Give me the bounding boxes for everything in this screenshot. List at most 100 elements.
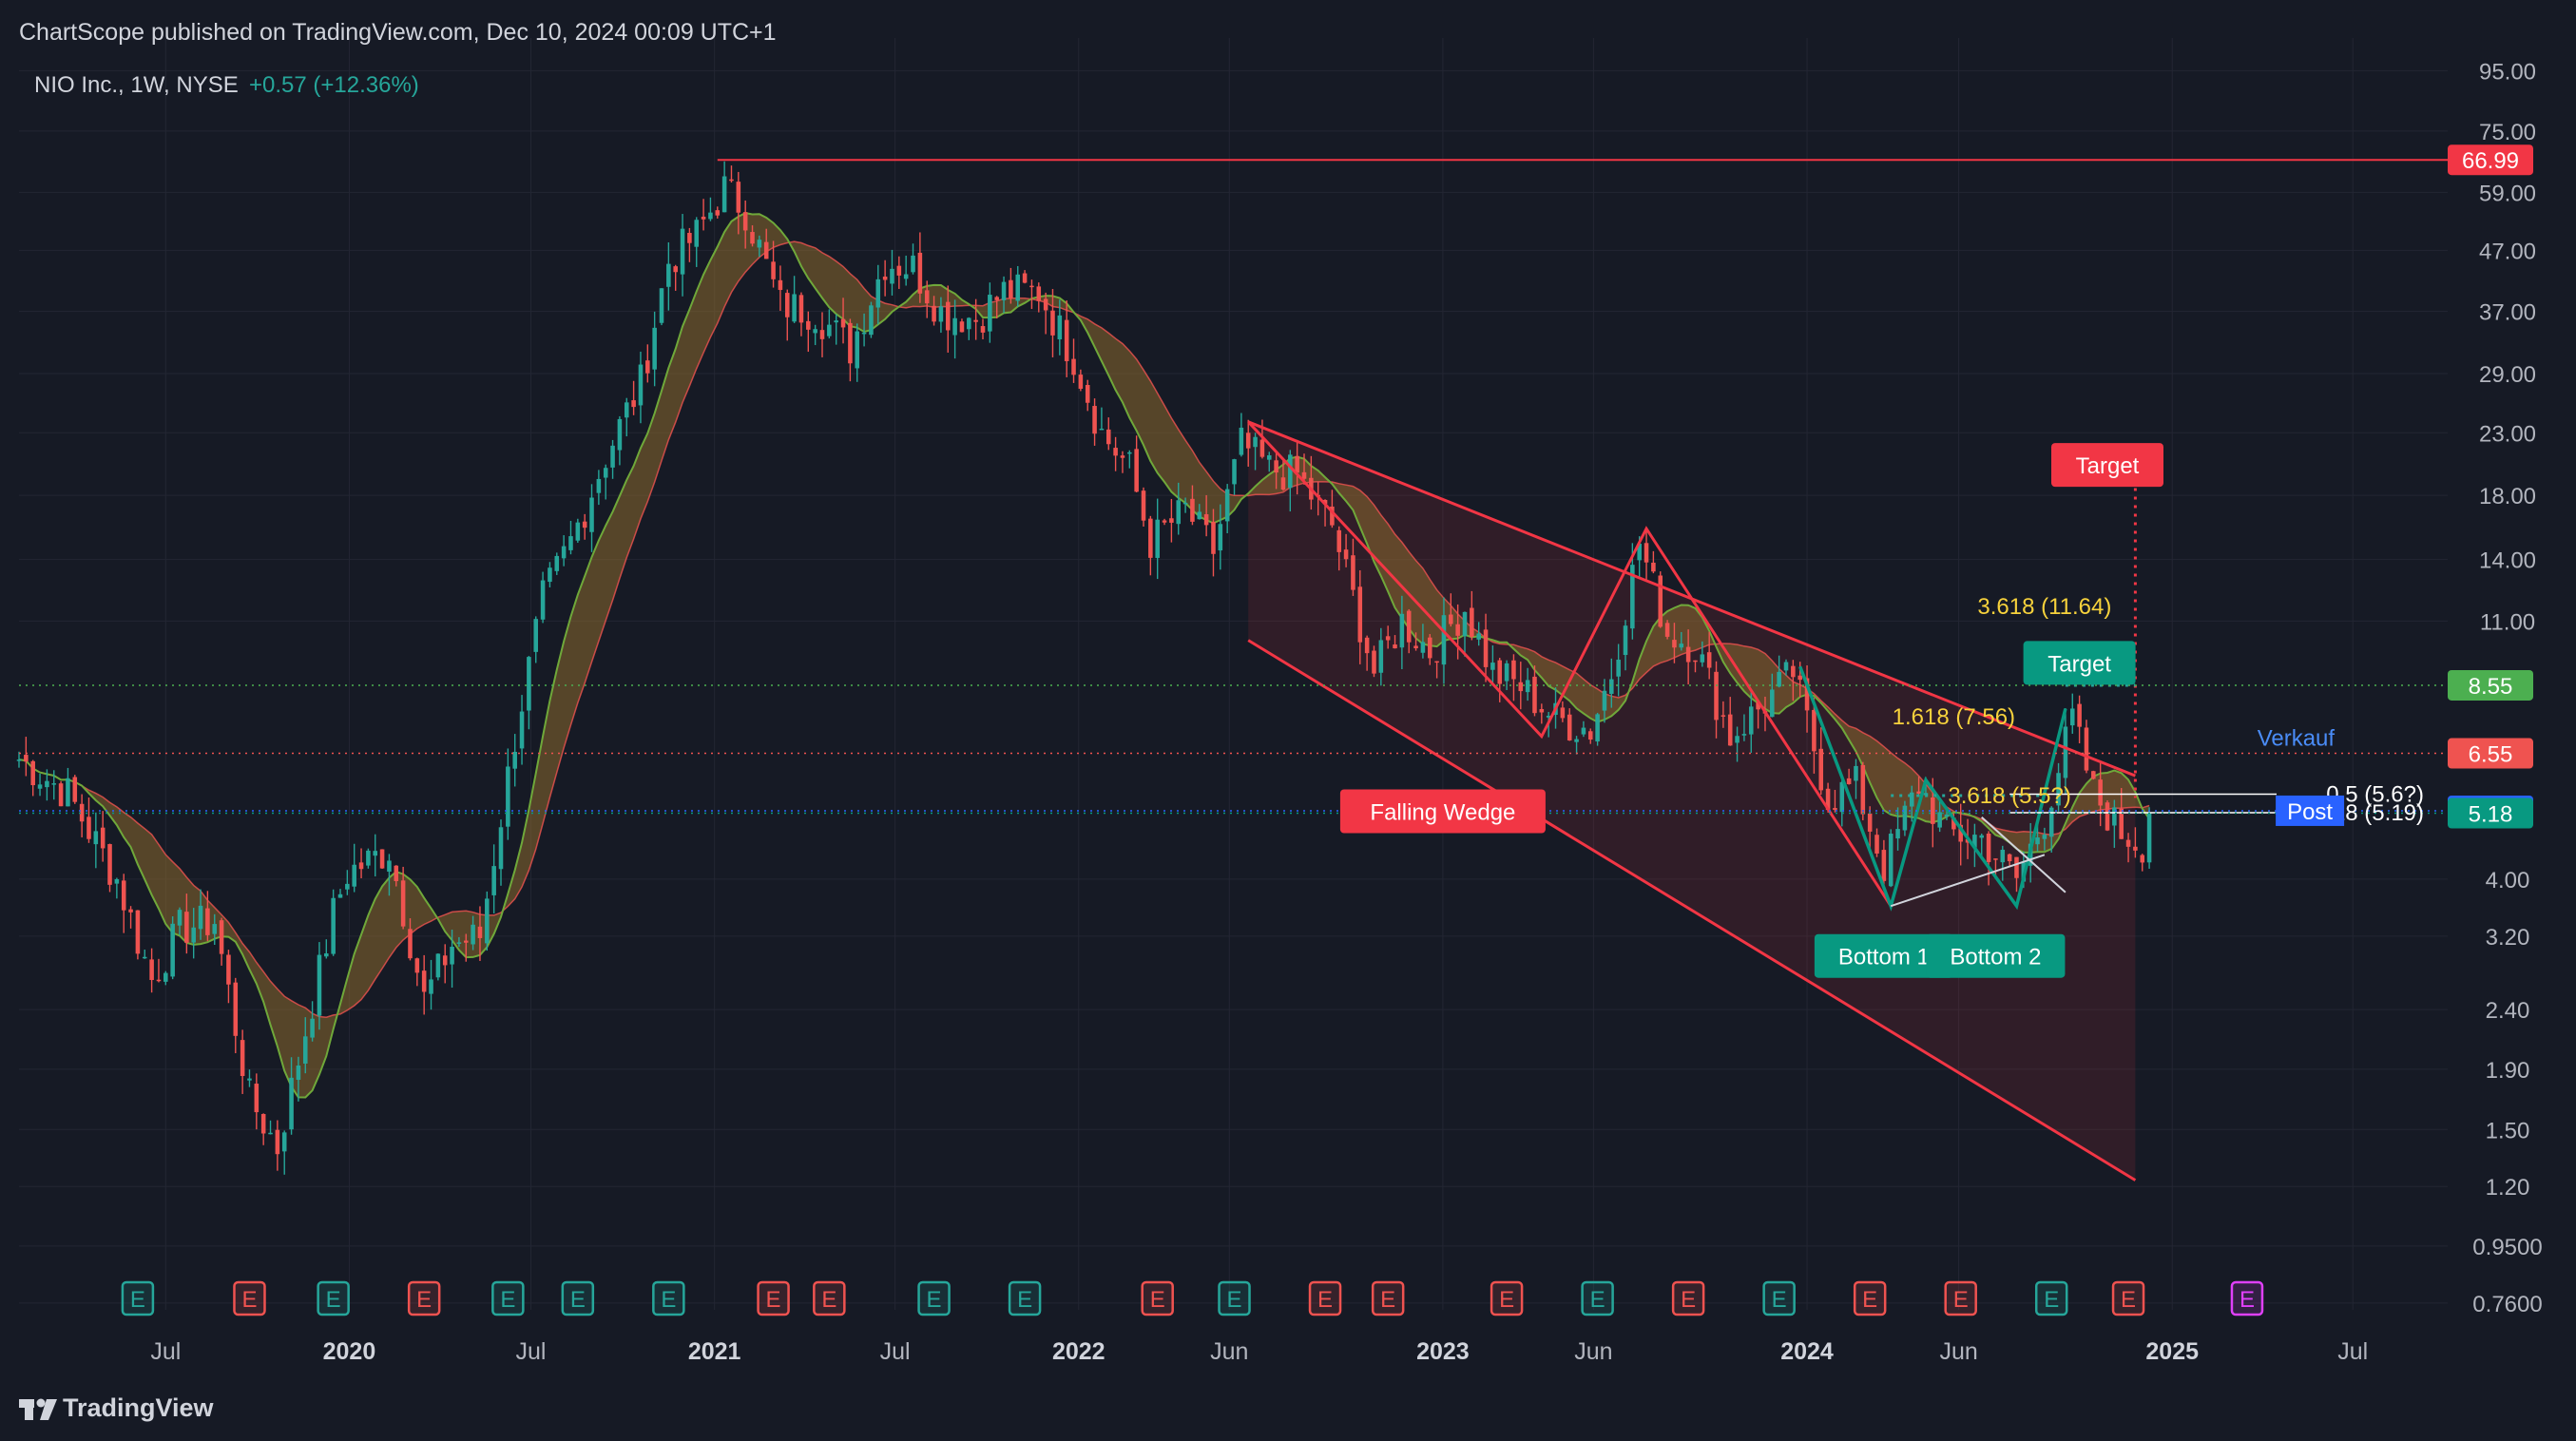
candle-body[interactable] (1574, 739, 1579, 742)
candle-body[interactable] (582, 521, 587, 528)
candle-body[interactable] (1203, 514, 1209, 526)
candle-body[interactable] (128, 909, 133, 913)
candle-body[interactable] (435, 953, 441, 978)
candle-body[interactable] (848, 322, 853, 364)
candle-body[interactable] (1449, 614, 1453, 624)
candle-body[interactable] (1280, 477, 1286, 490)
fib-annotation[interactable]: 3.618 (11.64) (1977, 594, 2111, 620)
candle-body[interactable] (30, 760, 35, 786)
symbol-title[interactable]: NIO Inc., 1W, NYSE (34, 72, 239, 98)
y-tick-label[interactable]: 37.00 (2479, 300, 2536, 326)
candle-body[interactable] (93, 831, 99, 845)
earnings-icon[interactable]: E (1671, 1280, 1705, 1316)
candle-body[interactable] (2048, 807, 2054, 837)
candle-body[interactable] (540, 580, 546, 620)
candle-body[interactable] (16, 759, 22, 761)
neckline-2[interactable] (1981, 816, 2067, 893)
candle-body[interactable] (463, 940, 469, 943)
candle-body[interactable] (2042, 835, 2047, 839)
price-tag[interactable] (2448, 797, 2533, 829)
candle-body[interactable] (1218, 524, 1223, 551)
candle-body[interactable] (519, 711, 525, 749)
y-tick-label[interactable]: 18.00 (2479, 484, 2536, 509)
candle-body[interactable] (1714, 671, 1719, 720)
candle-body[interactable] (1057, 315, 1063, 340)
candle-body[interactable] (37, 784, 43, 789)
candle-body[interactable] (1288, 454, 1293, 489)
earnings-icon[interactable]: E (317, 1280, 350, 1316)
candle-body[interactable] (1155, 519, 1160, 558)
candle-body[interactable] (142, 956, 147, 959)
candle-body[interactable] (911, 255, 915, 273)
x-tick-label[interactable]: 2024 (1780, 1338, 1834, 1365)
earnings-icon[interactable]: E (917, 1280, 951, 1316)
candle-body[interactable] (798, 295, 804, 323)
y-tick-label[interactable]: 11.00 (2480, 609, 2535, 635)
candle-body[interactable] (450, 947, 454, 965)
green-swing-path[interactable] (1798, 665, 2067, 912)
candle-body[interactable] (1190, 498, 1195, 522)
candle-body[interactable] (624, 402, 629, 418)
candle-body[interactable] (79, 803, 85, 822)
candle-body[interactable] (1483, 629, 1489, 667)
candle-body[interactable] (1169, 518, 1174, 523)
candle-body[interactable] (1867, 813, 1873, 832)
candle-body[interactable] (1197, 511, 1202, 520)
candle-body[interactable] (2069, 708, 2075, 726)
candle-body[interactable] (1777, 671, 1781, 687)
candle-body[interactable] (1672, 640, 1677, 648)
candle-body[interactable] (1888, 834, 1894, 887)
candle-body[interactable] (184, 912, 189, 943)
annotations[interactable]: 0.5 (5.6?)0.618 (5.19)Falling WedgeTarge… (1339, 443, 2424, 978)
candle-body[interactable] (687, 232, 692, 243)
candle-body[interactable] (771, 261, 776, 279)
candle-body[interactable] (896, 265, 902, 276)
candle-body[interactable] (100, 827, 106, 849)
candle-body[interactable] (2125, 839, 2131, 847)
candle-body[interactable] (485, 898, 490, 944)
candle-body[interactable] (959, 321, 965, 333)
candle-body[interactable] (1224, 489, 1230, 522)
candle-body[interactable] (763, 241, 769, 259)
candle-body[interactable] (792, 294, 797, 322)
y-tick-label[interactable]: 0.7600 (2472, 1292, 2542, 1317)
earnings-icon[interactable]: E (1218, 1280, 1251, 1316)
candle-body[interactable] (603, 468, 608, 478)
candle-body[interactable] (1099, 428, 1105, 431)
x-tick-label[interactable]: 2021 (688, 1338, 741, 1365)
candle-body[interactable] (1036, 286, 1042, 301)
candle-body[interactable] (1511, 660, 1516, 680)
candle-body[interactable] (1693, 660, 1698, 663)
candle-body[interactable] (1141, 490, 1146, 521)
price-tag[interactable] (2448, 144, 2533, 176)
candle-body[interactable] (324, 953, 329, 957)
earnings-icon[interactable]: E (813, 1280, 846, 1316)
candle-body[interactable] (610, 445, 615, 468)
candle-body[interactable] (1120, 455, 1125, 458)
candle-body[interactable] (1700, 654, 1705, 663)
candle-body[interactable] (247, 1078, 252, 1081)
price-tag[interactable] (2448, 669, 2533, 701)
candle-body[interactable] (1253, 436, 1258, 448)
candle-body[interactable] (757, 240, 762, 248)
y-tick-label[interactable]: 29.00 (2479, 362, 2536, 388)
x-tick-label[interactable]: 2022 (1052, 1338, 1105, 1365)
x-tick-label[interactable]: 2023 (1416, 1338, 1470, 1365)
candle-body[interactable] (1909, 792, 1914, 807)
candle-body[interactable] (2133, 846, 2138, 851)
candle-body[interactable] (1050, 310, 1055, 336)
swing-path[interactable] (1247, 420, 1893, 908)
candle-body[interactable] (352, 864, 356, 887)
candle-body[interactable] (1825, 788, 1831, 811)
y-tick-label[interactable]: 4.00 (2486, 868, 2530, 893)
candle-body[interactable] (840, 318, 846, 328)
candle-body[interactable] (1504, 663, 1509, 682)
candle-body[interactable] (373, 851, 378, 856)
candle-body[interactable] (1029, 285, 1034, 288)
candle-body[interactable] (1783, 662, 1789, 671)
annotation-box[interactable] (2023, 641, 2136, 685)
candle-body[interactable] (121, 880, 126, 911)
candle-body[interactable] (1064, 319, 1069, 361)
candle-body[interactable] (260, 1113, 266, 1134)
candle-body[interactable] (1385, 636, 1391, 641)
